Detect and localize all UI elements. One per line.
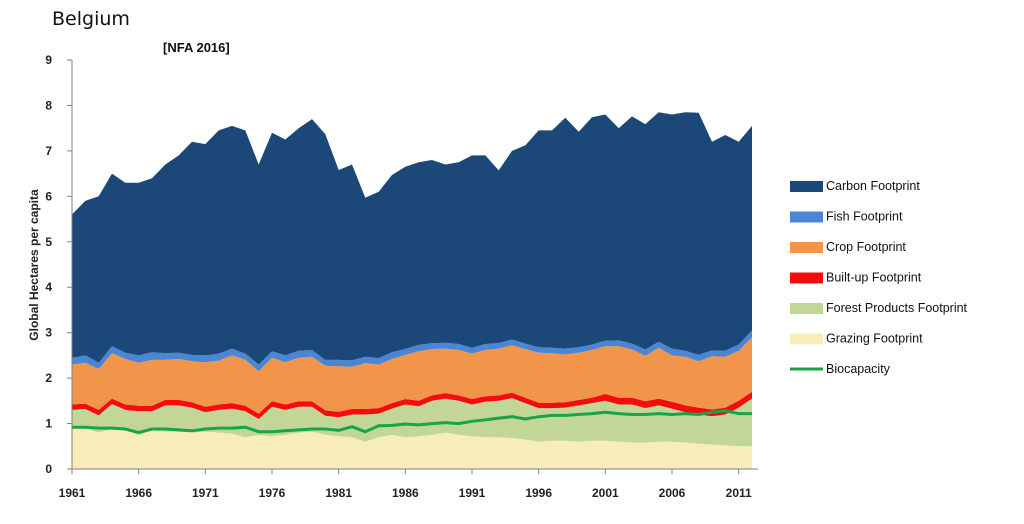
legend-item-built-up-footprint: Built-up Footprint	[790, 271, 922, 285]
y-tick-label: 0	[45, 462, 52, 476]
x-tick-label: 2001	[592, 486, 619, 500]
y-tick-label: 6	[45, 189, 52, 203]
y-tick-label: 3	[45, 326, 52, 340]
chart-subtitle: [NFA 2016]	[163, 40, 230, 55]
legend-item-grazing-footprint: Grazing Footprint	[790, 332, 923, 346]
x-tick-label: 1991	[459, 486, 486, 500]
x-tick-label: 1976	[259, 486, 286, 500]
area-grazing-footprint	[72, 427, 752, 469]
area-built-up-footprint	[72, 391, 752, 419]
area-carbon-footprint	[72, 112, 752, 365]
stacked-areas	[72, 112, 752, 469]
x-tick-label: 1996	[525, 486, 552, 500]
legend-item-fish-footprint: Fish Footprint	[790, 210, 903, 224]
x-tick-label: 2006	[659, 486, 686, 500]
area-fish-footprint	[72, 330, 752, 372]
legend-swatch	[790, 242, 823, 253]
area-crop-footprint	[72, 337, 752, 414]
x-tick-label: 1961	[59, 486, 86, 500]
x-tick-label: 2011	[726, 486, 752, 500]
y-tick-label: 5	[45, 235, 52, 249]
y-axis-label: Global Hectares per capita	[27, 189, 41, 341]
legend-label: Built-up Footprint	[826, 271, 922, 285]
legend-item-forest-products-footprint: Forest Products Footprint	[790, 301, 968, 315]
y-tick-label: 4	[45, 280, 52, 294]
legend-label: Biocapacity	[826, 362, 891, 376]
y-tick-label: 1	[45, 417, 52, 431]
x-tick-labels: 1961 1966 1971 1976 1981 1986 1991 1996 2001 2006…	[59, 486, 752, 500]
legend-label: Fish Footprint	[826, 210, 903, 224]
line-series	[72, 409, 752, 435]
chart-title: Belgium	[52, 8, 130, 30]
legend-swatch	[790, 211, 823, 223]
legend: Carbon Footprint Fish Footprint Crop Footp…	[790, 179, 968, 376]
legend-item-crop-footprint: Crop Footprint	[790, 240, 906, 254]
y-tick-label: 7	[45, 144, 52, 158]
legend-swatch	[790, 272, 823, 284]
x-tick-label: 1986	[392, 486, 419, 500]
x-tick-label: 1966	[125, 486, 152, 500]
x-tick-label: 1981	[325, 486, 352, 500]
legend-label: Grazing Footprint	[826, 332, 923, 346]
legend-item-biocapacity: Biocapacity	[790, 362, 891, 376]
y-tick-label: 9	[45, 53, 52, 67]
x-tick-label: 1971	[192, 486, 219, 500]
y-tick-label: 2	[45, 371, 52, 385]
legend-swatch	[790, 333, 823, 345]
axes	[67, 59, 758, 474]
legend-item-carbon-footprint: Carbon Footprint	[790, 179, 920, 193]
area-forest-products-footprint	[72, 398, 752, 447]
legend-swatch	[790, 303, 823, 314]
line-biocapacity	[72, 409, 752, 435]
y-tick-label: 8	[45, 98, 52, 112]
legend-label: Forest Products Footprint	[826, 301, 968, 315]
legend-label: Crop Footprint	[826, 240, 906, 254]
legend-swatch	[790, 181, 823, 192]
legend-label: Carbon Footprint	[826, 179, 920, 193]
y-tick-labels: 0 1 2 3 4 5 6 7 8 9	[45, 53, 52, 476]
